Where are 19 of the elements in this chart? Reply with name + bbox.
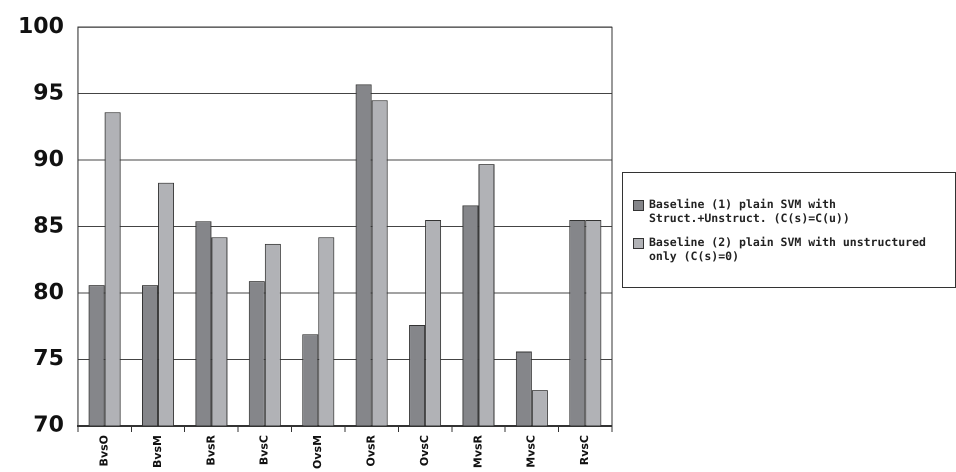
- x-tick-label: OvsR: [364, 434, 378, 467]
- x-tick-label: OvsM: [311, 434, 324, 469]
- x-tick-label: OvsC: [418, 434, 431, 466]
- y-tick-label: 90: [33, 146, 64, 172]
- y-tick-label: 100: [18, 14, 64, 39]
- legend-label: Baseline (2) plain SVM with unstructured only (C(s)=0): [649, 235, 927, 263]
- x-tick-label: BvsO: [97, 434, 110, 466]
- y-tick-label: 80: [33, 280, 64, 305]
- x-tick-label: BvsR: [204, 434, 218, 466]
- y-tick-label: 75: [33, 346, 64, 372]
- x-tick-label: BvsC: [258, 434, 271, 466]
- x-tick-label: BvsM: [150, 434, 164, 468]
- y-tick-label: 85: [33, 213, 64, 238]
- x-tick-label: RvsC: [578, 434, 592, 466]
- x-tick-label: MvsR: [471, 434, 484, 468]
- legend-label: Baseline (1) plain SVM with Struct.+Unstruct. (C(s)=C(u)): [649, 197, 851, 225]
- y-tick-label: 95: [33, 80, 64, 106]
- y-tick-label: 70: [33, 412, 64, 438]
- x-tick-label: MvsC: [524, 434, 538, 468]
